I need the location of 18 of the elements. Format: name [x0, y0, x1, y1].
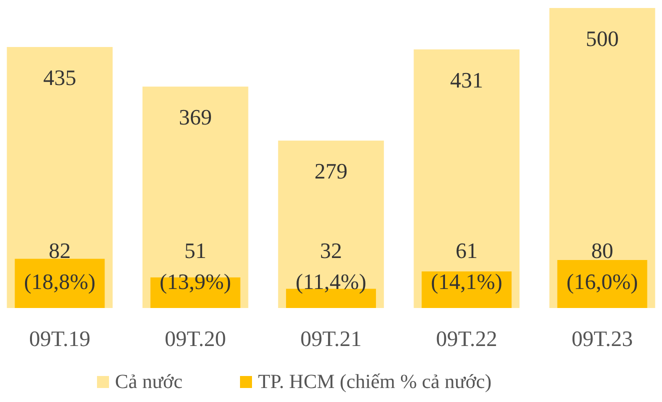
data-label: 82 (18,8%)	[24, 238, 96, 294]
data-label: 61 (14,1%)	[430, 238, 502, 294]
legend-label: Cả nước	[115, 371, 183, 393]
x-tick-label: 09T.19	[29, 326, 90, 351]
data-label: 500	[586, 26, 619, 51]
x-tick-label: 09T.21	[300, 326, 362, 351]
data-label: 435	[43, 65, 76, 90]
bar	[14, 258, 105, 308]
data-label: 279	[314, 158, 348, 184]
bar	[557, 260, 648, 308]
x-tick-label: 09T.20	[164, 326, 226, 351]
x-tick-label: 09T.23	[572, 326, 633, 351]
x-tick-label: 09T.22	[436, 326, 498, 351]
data-label: 80 (16,0%)	[566, 238, 638, 294]
data-label: 369	[178, 104, 212, 130]
legend-label: TP. HCM (chiếm % cả nước)	[258, 371, 492, 393]
data-label: 32 (11,4%)	[296, 238, 366, 294]
data-label: 431	[450, 67, 484, 92]
